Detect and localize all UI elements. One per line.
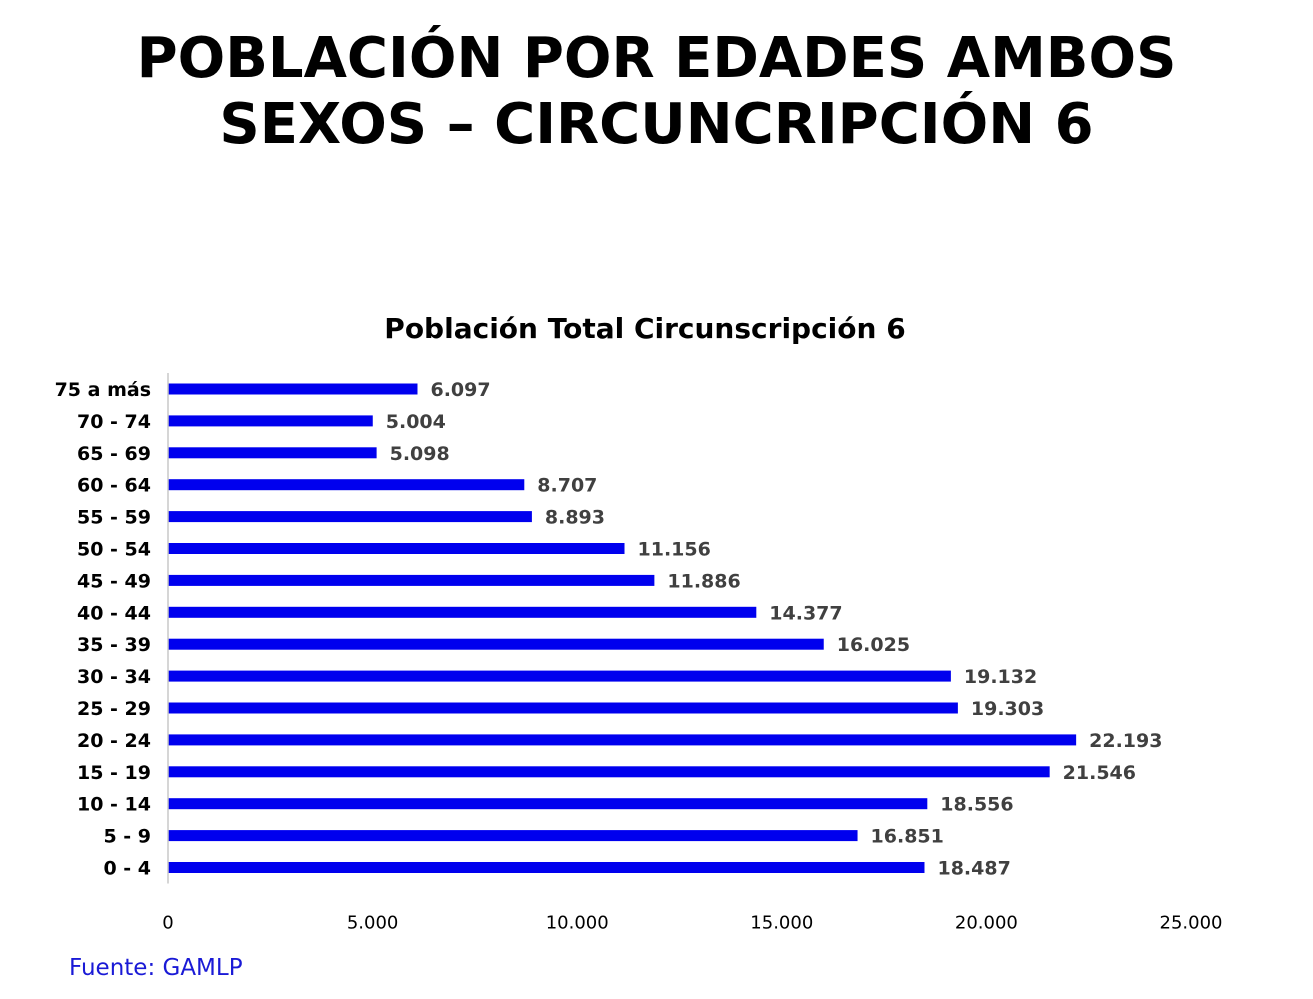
- bars-layer: [168, 383, 1077, 873]
- category-label-13: 10 - 14: [77, 794, 151, 816]
- page-title-line-1: POBLACIÓN POR EDADES AMBOS: [136, 26, 1177, 91]
- bar-5: [168, 543, 625, 554]
- category-label-1: 70 - 74: [77, 411, 151, 433]
- x-tick-label-4: 20.000: [955, 913, 1018, 931]
- value-label-8: 16.025: [837, 634, 910, 656]
- source-note: Fuente: GAMLP: [69, 955, 243, 981]
- bar-10: [168, 702, 958, 714]
- bar-1: [168, 415, 373, 427]
- bar-15: [168, 862, 925, 873]
- category-label-4: 55 - 59: [77, 507, 151, 529]
- chart-title: Población Total Circunscripción 6: [384, 312, 906, 345]
- value-label-2: 5.098: [390, 443, 450, 465]
- x-tick-label-5: 25.000: [1160, 913, 1223, 931]
- bar-6: [168, 574, 655, 586]
- value-label-14: 16.851: [871, 826, 944, 848]
- bar-14: [168, 830, 858, 842]
- x-tick-label-1: 5.000: [347, 913, 399, 931]
- axis-layer: 0 5.000 10.000 15.000 20.000 25.000: [162, 373, 1222, 930]
- value-label-10: 19.303: [971, 698, 1044, 720]
- bar-8: [168, 638, 824, 650]
- bar-13: [168, 798, 928, 810]
- bar-11: [168, 734, 1077, 746]
- bar-2: [168, 447, 377, 459]
- x-tick-label-2: 10.000: [546, 913, 609, 931]
- x-tick-label-0: 0: [162, 913, 173, 931]
- category-label-15: 0 - 4: [103, 858, 151, 880]
- bar-12: [168, 766, 1050, 778]
- value-label-9: 19.132: [964, 666, 1037, 688]
- value-label-12: 21.546: [1063, 762, 1136, 784]
- page-title: POBLACIÓN POR EDADES AMBOS SEXOS – CIRCU…: [0, 26, 1313, 158]
- category-label-7: 40 - 44: [77, 602, 151, 624]
- value-label-3: 8.707: [537, 475, 597, 497]
- value-label-1: 5.004: [386, 411, 446, 433]
- value-label-7: 14.377: [769, 602, 842, 624]
- value-label-4: 8.893: [545, 507, 605, 529]
- bar-4: [168, 511, 532, 523]
- labels-layer: 6.097 75 a más 5.004 70 - 74 5.098 65 - 69 8.7…: [55, 379, 1163, 880]
- category-label-0: 75 a más: [55, 379, 151, 401]
- category-label-2: 65 - 69: [77, 443, 151, 465]
- category-label-6: 45 - 49: [77, 570, 151, 592]
- bar-3: [168, 479, 525, 491]
- category-label-11: 20 - 24: [77, 730, 151, 752]
- category-label-12: 15 - 19: [77, 762, 151, 784]
- category-label-9: 30 - 34: [77, 666, 151, 688]
- category-label-8: 35 - 39: [77, 634, 151, 656]
- value-label-13: 18.556: [940, 794, 1013, 816]
- bar-0: [168, 383, 418, 395]
- value-label-11: 22.193: [1089, 730, 1162, 752]
- category-label-5: 50 - 54: [77, 539, 151, 561]
- value-label-0: 6.097: [430, 379, 490, 401]
- category-label-14: 5 - 9: [103, 826, 151, 848]
- value-label-15: 18.487: [937, 858, 1010, 880]
- value-label-6: 11.886: [667, 570, 740, 592]
- x-tick-label-3: 15.000: [750, 913, 813, 931]
- bar-7: [168, 606, 757, 618]
- category-label-3: 60 - 64: [77, 475, 151, 497]
- page-title-line-2: SEXOS – CIRCUNCRIPCIÓN 6: [219, 92, 1094, 157]
- category-label-10: 25 - 29: [77, 698, 151, 720]
- bar-9: [168, 670, 951, 682]
- value-label-5: 11.156: [638, 539, 711, 561]
- population-bar-chart: 6.097 75 a más 5.004 70 - 74 5.098 65 - 69 8.7…: [55, 373, 1222, 930]
